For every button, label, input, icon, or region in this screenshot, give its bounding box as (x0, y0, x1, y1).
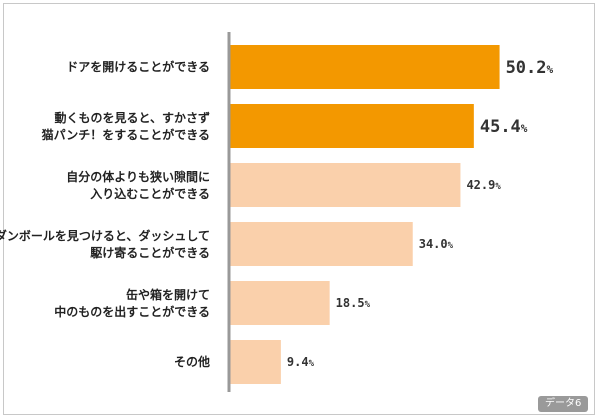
data-badge: データ6 (538, 396, 589, 412)
value-label-5: 9.4% (287, 355, 315, 369)
value-label-2: 42.9% (466, 178, 501, 192)
category-label-1: 動くものを見ると、すかさず猫パンチ！をすることができる (42, 110, 210, 142)
category-label-3: ダンボールを見つけると、ダッシュして駆け寄ることができる (0, 228, 210, 260)
bar-3 (230, 222, 413, 266)
bar-1 (230, 104, 474, 148)
category-label-5: その他 (174, 354, 210, 369)
value-label-4: 18.5% (336, 296, 371, 310)
value-label-0: 50.2% (506, 58, 554, 78)
category-label-0: ドアを開けることができる (66, 59, 210, 74)
bar-0 (230, 45, 500, 89)
category-label-2: 自分の体よりも狭い隙間に入り込むことができる (66, 169, 210, 201)
bar-2 (230, 163, 461, 207)
bar-4 (230, 281, 330, 325)
value-label-3: 34.0% (419, 237, 454, 251)
bar-5 (230, 340, 281, 384)
value-label-1: 45.4% (480, 117, 528, 137)
category-label-4: 缶や箱を開けて中のものを出すことができる (54, 287, 210, 319)
